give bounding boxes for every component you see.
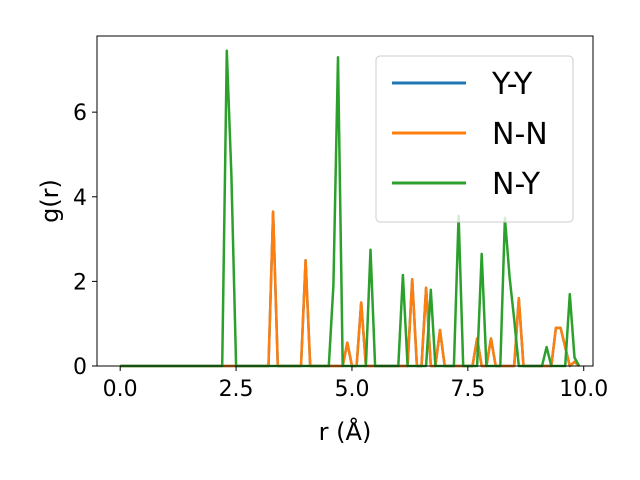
x-axis: 0.0 2.5 5.0 7.5 10.0: [103, 366, 608, 402]
legend-label-n-y: N-Y: [492, 167, 541, 202]
x-tick-label: 7.5: [450, 377, 485, 402]
legend-frame: [375, 55, 574, 223]
y-axis: 0 2 4 6: [73, 101, 97, 380]
legend-label-y-y: Y-Y: [491, 67, 533, 102]
y-tick-label: 4: [73, 186, 87, 211]
y-tick-label: 0: [73, 355, 87, 380]
x-tick-label: 0.0: [103, 377, 138, 402]
x-tick-label: 5.0: [334, 377, 369, 402]
y-tick-label: 6: [73, 101, 87, 126]
legend-label-n-n: N-N: [492, 117, 548, 152]
x-tick-label: 2.5: [219, 377, 254, 402]
y-axis-label: g(r): [36, 179, 64, 223]
x-tick-label: 10.0: [559, 377, 608, 402]
legend: Y-Y N-N N-Y: [375, 55, 574, 223]
y-tick-label: 2: [73, 270, 87, 295]
x-axis-label: r (Å): [319, 417, 372, 446]
plot-frame: [96, 35, 594, 367]
